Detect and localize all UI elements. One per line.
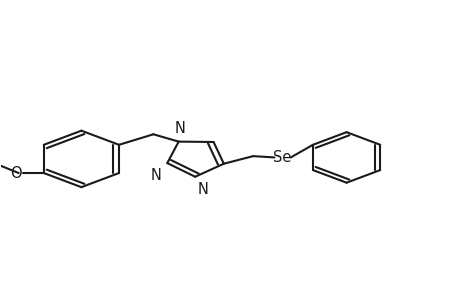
Text: Se: Se — [273, 150, 291, 165]
Text: N: N — [151, 168, 162, 183]
Text: O: O — [10, 166, 22, 181]
Text: N: N — [174, 121, 185, 136]
Text: N: N — [197, 182, 208, 197]
